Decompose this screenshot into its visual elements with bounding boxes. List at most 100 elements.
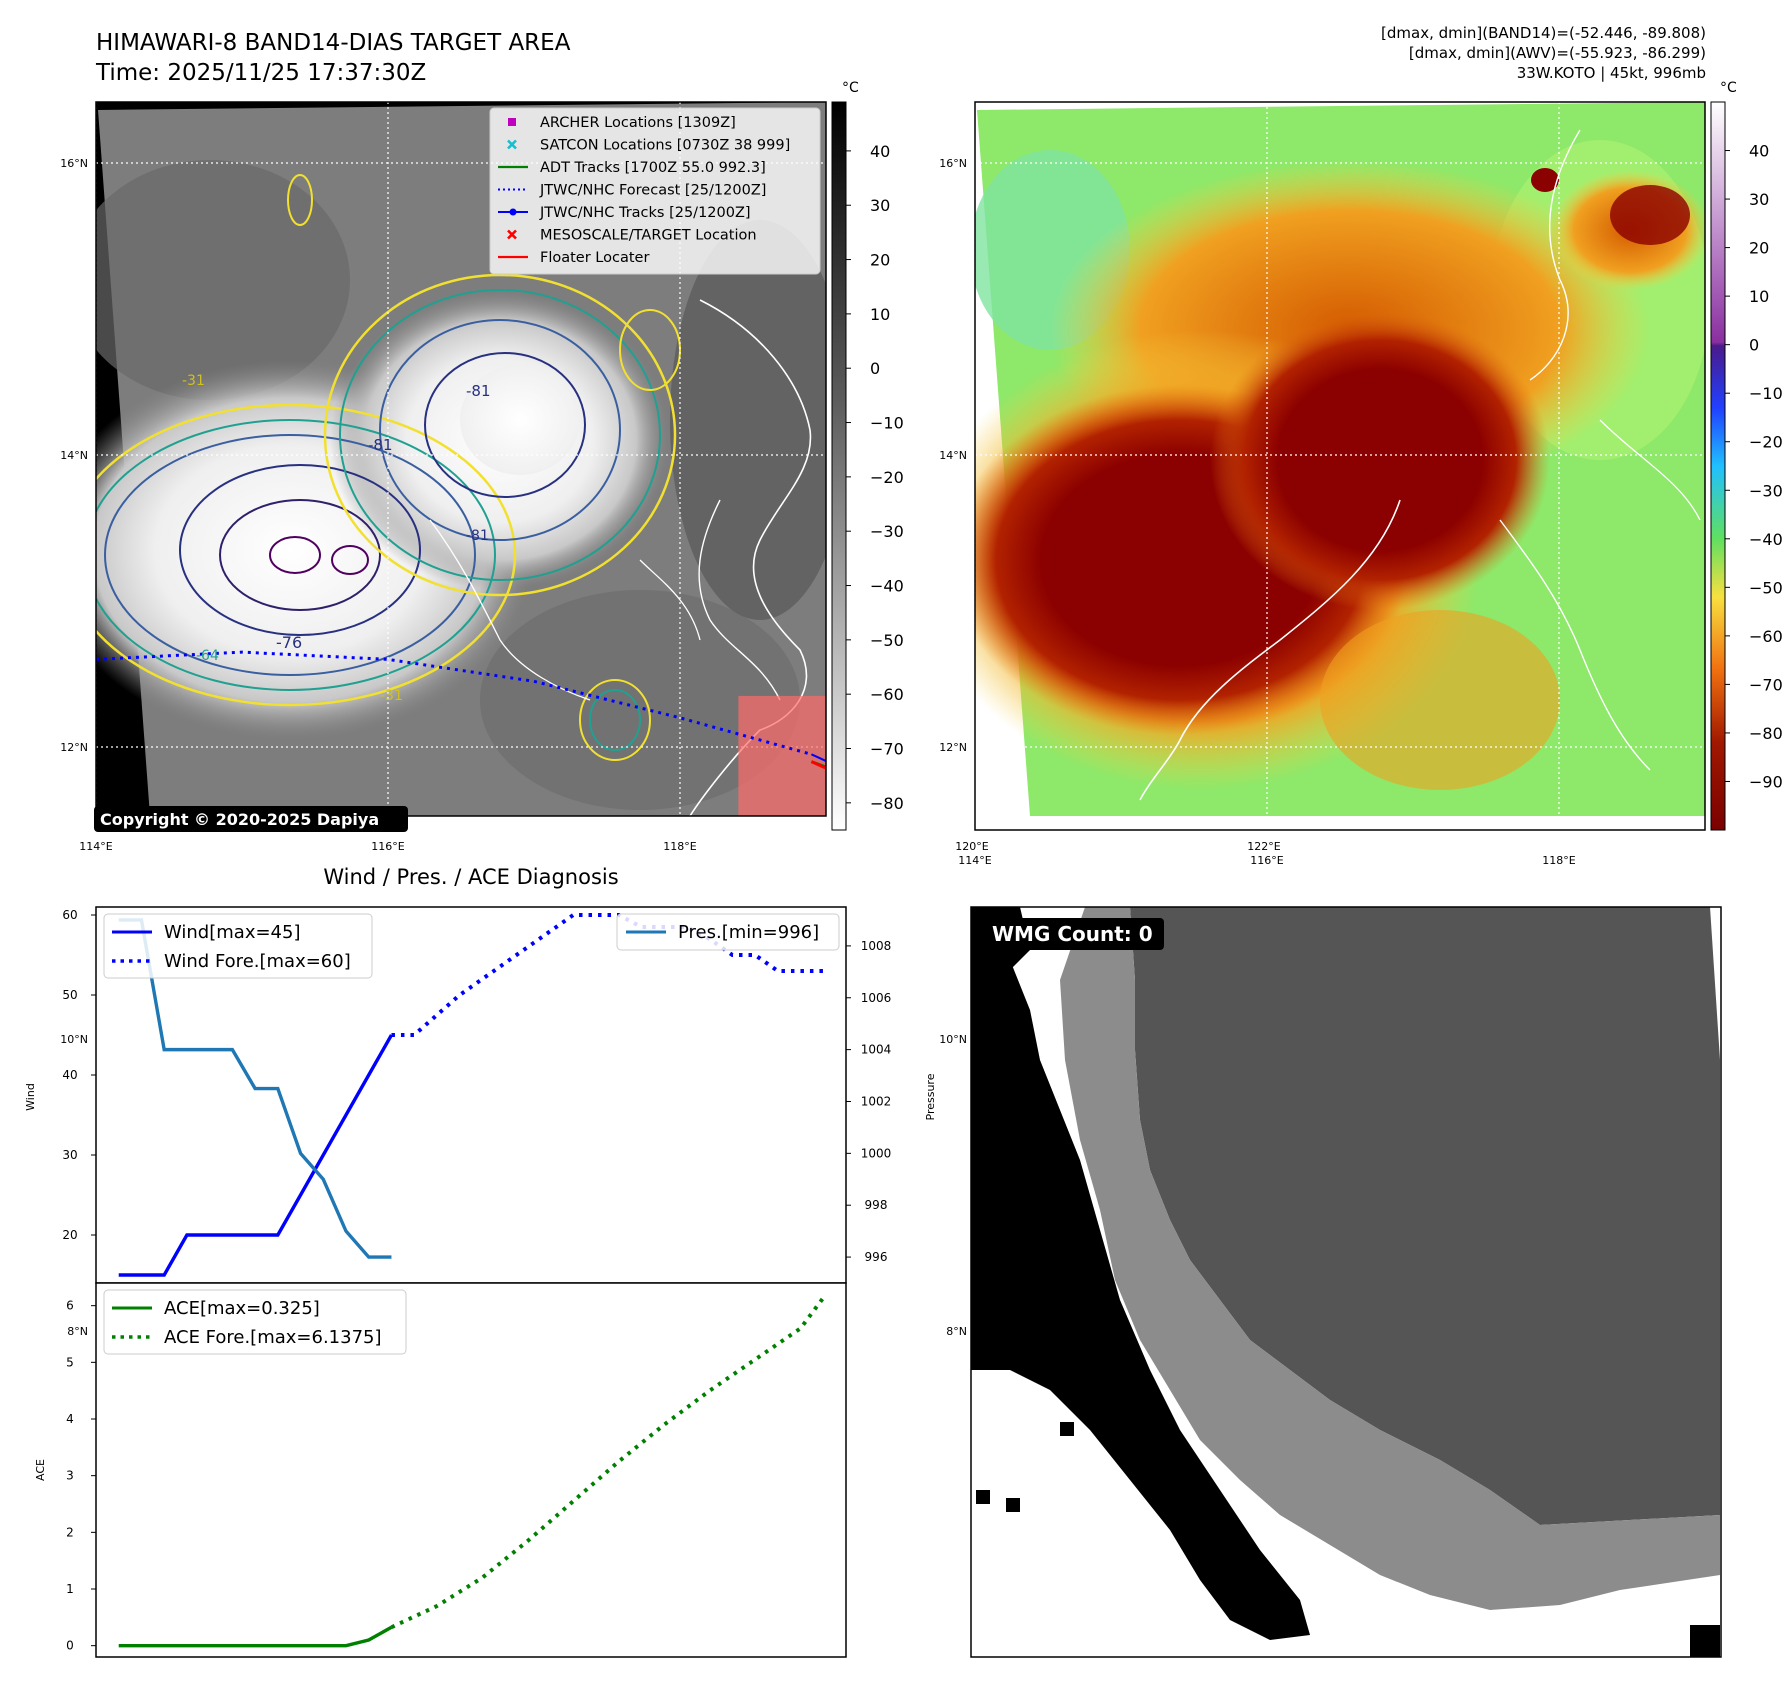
jtwc-track-point	[1128, 889, 1137, 898]
colorbar-tick-label: 10	[870, 305, 890, 324]
contour-label: -76	[276, 633, 302, 652]
colorbar-tick-label: −40	[870, 577, 904, 596]
lon-tick-label: 114°E	[958, 854, 991, 867]
lat-tick-label: 14°N	[939, 449, 967, 462]
ace-y-tick-label: 5	[66, 1355, 74, 1369]
series-line-1	[391, 913, 824, 1037]
colorbar-tick-label: −80	[870, 794, 904, 813]
target-location-marker	[878, 770, 890, 782]
lon-tick-label: 118°E	[1542, 854, 1575, 867]
info-line1: [dmax, dmin](BAND14)=(-52.446, -89.808)	[1381, 24, 1706, 42]
ace-series-line-1	[390, 1296, 825, 1630]
figure-title-line2: Time: 2025/11/25 17:37:30Z	[95, 60, 426, 86]
info-line3: 33W.KOTO | 45kt, 996mb	[1517, 64, 1706, 82]
legend-ace: ACE[max=0.325]	[164, 1298, 320, 1319]
contour-label: -81	[466, 382, 491, 400]
legend-label: JTWC/NHC Tracks [25/1200Z]	[539, 205, 751, 221]
legend-label: ARCHER Locations [1309Z]	[540, 115, 736, 131]
wmg-count-box	[984, 918, 1164, 950]
series-line-0	[118, 1034, 393, 1277]
colorbar-tick-label: −20	[1749, 433, 1783, 452]
lat-tick-label: 12°N	[939, 741, 967, 754]
pressure-y-tick-label: 1004	[861, 1043, 892, 1057]
colorbar-tick-label: 10	[1749, 287, 1769, 306]
lon-tick-label: 122°E	[1247, 840, 1280, 853]
contour-label: -81	[368, 436, 393, 454]
pressure-legend: Pres.[min=996]	[616, 913, 840, 951]
pressure-y-tick-label: 1002	[861, 1094, 892, 1108]
lat-tick-label: 8°N	[67, 1325, 88, 1338]
colorbar-tick-label: −50	[1749, 578, 1783, 597]
legend-label: MESOSCALE/TARGET Location	[540, 228, 757, 244]
colorbar-tick-label: 30	[870, 196, 890, 215]
colorbar-color: °C 40 30 20 10 0 −10 −20 −30 −40 −50 −60 −70 −80 −90	[1710, 80, 1783, 831]
map1-lon-ticks: 114°E 116°E 118°E 120°E 122°E	[79, 840, 1280, 853]
contour-label: -81	[466, 528, 489, 544]
copyright-text: Copyright © 2020-2025 Dapiya	[100, 810, 379, 829]
wind-pressure-chart: Wind Pressure 20 30 40 50 60 996 998 1000 1002 1…	[24, 906, 937, 1284]
figure-title-line1: HIMAWARI-8 BAND14-DIAS TARGET AREA	[96, 30, 571, 56]
colorbar1-unit: °C	[842, 80, 859, 96]
diagnosis-title: Wind / Pres. / ACE Diagnosis	[323, 865, 618, 889]
colorbar-tick-label: 30	[1749, 190, 1769, 209]
colorbar-tick-label: −60	[1749, 627, 1783, 646]
lon-tick-label: 120°E	[955, 840, 988, 853]
lon-tick-label: 118°E	[663, 840, 696, 853]
lat-tick-label: 14°N	[60, 449, 88, 462]
pressure-axis-label: Pressure	[924, 1073, 937, 1120]
pressure-y-tick-label: 996	[865, 1250, 888, 1264]
x-marker-icon	[507, 139, 517, 150]
colorbar-tick-label: −50	[870, 631, 904, 650]
colorbar-grayscale: °C 40 30 20 10 0 −10 −20 −30 −40 −50 −60 −70 −80	[831, 80, 904, 831]
legend-wind-forecast: Wind Fore.[max=60]	[164, 951, 351, 972]
ir-map-panel: -81 -81 -76 -81 -31 -64 -31 ARCHER Locat…	[60, 101, 1281, 1338]
copyright-box	[94, 806, 408, 832]
ace-y-tick-label: 1	[66, 1582, 74, 1596]
contour-label: -31	[380, 688, 403, 704]
colorbar-tick-label: 20	[1749, 239, 1769, 258]
coastline	[1139, 499, 1401, 801]
colorbar-tick-label: −10	[870, 414, 904, 433]
colorbar-tick-label: −60	[870, 685, 904, 704]
ace-y-tick-label: 0	[66, 1639, 74, 1653]
archer-point	[1011, 859, 1021, 869]
wind-y-tick-label: 50	[62, 988, 77, 1002]
wind-legend: Wind[max=45] Wind Fore.[max=60]	[103, 913, 373, 979]
contour-label: -64	[196, 648, 219, 664]
colorbar-tick-label: 0	[870, 359, 880, 378]
wind-axis-label: Wind	[24, 1083, 37, 1111]
pressure-y-tick-label: 998	[865, 1198, 888, 1212]
legend-label: SATCON Locations [0730Z 38 999]	[540, 138, 790, 154]
contour-label: -31	[182, 373, 205, 389]
ace-y-tick-label: 4	[66, 1412, 74, 1426]
colorbar-tick-label: −30	[1749, 481, 1783, 500]
legend-label: Floater Locater	[540, 250, 649, 266]
lon-tick-label: 114°E	[79, 840, 112, 853]
colorbar-tick-label: −70	[1749, 675, 1783, 694]
floater-box	[738, 695, 826, 816]
colorbar-tick-label: 40	[870, 142, 890, 161]
ace-legend: ACE[max=0.325] ACE Fore.[max=6.1375]	[103, 1289, 407, 1355]
x-marker-icon	[507, 229, 517, 240]
colorbar2-unit: °C	[1720, 80, 1737, 96]
colorbar-tick-label: −80	[1749, 724, 1783, 743]
colorbar-tick-label: −70	[870, 740, 904, 759]
lat-tick-label: 8°N	[946, 1325, 967, 1338]
pressure-y-tick-label: 1006	[861, 991, 892, 1005]
wind-y-tick-label: 60	[62, 908, 77, 922]
legend-label: ADT Tracks [1700Z 55.0 992.3]	[540, 160, 766, 176]
lat-tick-label: 10°N	[939, 1033, 967, 1046]
wind-y-tick-label: 30	[62, 1148, 77, 1162]
colorbar-tick-label: −40	[1749, 530, 1783, 549]
pressure-y-tick-label: 1000	[861, 1146, 892, 1160]
colorbar-tick-label: 20	[870, 251, 890, 270]
legend-dot	[509, 208, 517, 216]
ace-y-tick-label: 3	[66, 1469, 74, 1483]
legend-pressure: Pres.[min=996]	[678, 922, 819, 943]
info-line2: [dmax, dmin](AWV)=(-55.923, -86.299)	[1409, 44, 1706, 62]
color-map-panel: 16°N 14°N 12°N 10°N 8°N 114°E 116°E 118°E 120°E…	[939, 101, 1706, 1338]
target-x-stroke	[878, 770, 890, 782]
ace-axis-label: ACE	[34, 1459, 47, 1481]
wind-y-tick-label: 20	[62, 1228, 77, 1242]
